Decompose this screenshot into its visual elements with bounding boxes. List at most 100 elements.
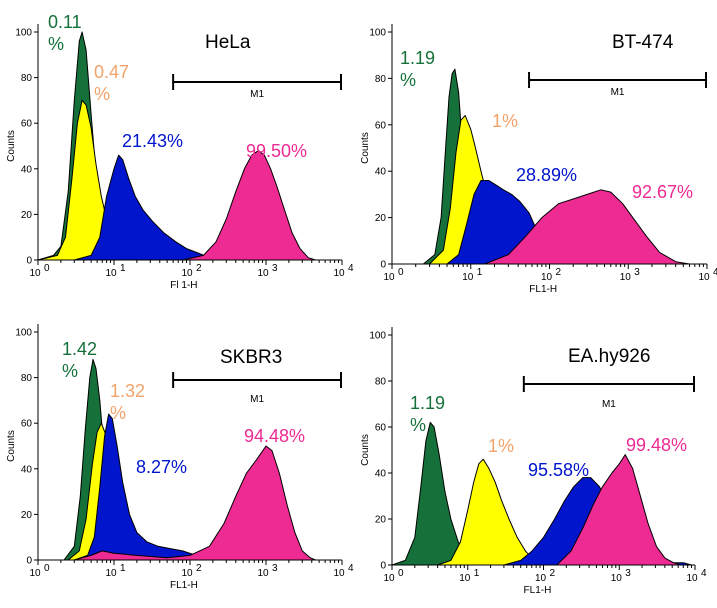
cell-line-label: HeLa	[205, 32, 251, 53]
series-percent-value: 1.19	[410, 393, 445, 413]
histogram-series	[37, 445, 317, 561]
x-tick-label: 10	[29, 268, 41, 279]
series-percent-sign: %	[110, 403, 126, 423]
x-tick-label: 10	[181, 268, 193, 279]
y-tick-label: 100	[15, 328, 32, 339]
x-tick-exponent: 4	[348, 563, 354, 574]
x-tick-exponent: 2	[196, 263, 202, 274]
x-tick-exponent: 1	[477, 267, 483, 278]
series-percent-label: 1%	[492, 111, 518, 131]
series-percent-label: 8.27%	[136, 457, 187, 477]
series-percent-label: 21.43%	[122, 131, 183, 151]
x-tick-label: 10	[383, 272, 395, 283]
histogram-series	[37, 413, 220, 561]
series-percent-label: 95.58%	[528, 460, 589, 480]
histogram-series	[37, 150, 317, 261]
x-tick-label: 10	[257, 568, 269, 579]
x-axis-label: FL1-H	[529, 284, 557, 295]
x-tick-exponent: 0	[44, 563, 50, 574]
marker-label: M1	[611, 87, 625, 98]
y-tick-label: 40	[21, 464, 33, 475]
x-tick-label: 10	[333, 568, 345, 579]
series-percent-label: 1.19%	[400, 48, 435, 90]
series-percent-value: 1.19	[400, 48, 435, 68]
x-tick-exponent: 3	[634, 267, 640, 278]
x-tick-exponent: 2	[556, 267, 562, 278]
x-tick-exponent: 0	[44, 263, 50, 274]
x-tick-label: 10	[257, 268, 269, 279]
series-percent-sign: %	[62, 361, 78, 381]
y-tick-label: 100	[369, 331, 386, 342]
x-tick-label: 10	[611, 573, 623, 584]
series-percent-label: 1.32%	[110, 381, 145, 423]
y-axis-label: Counts	[6, 130, 17, 162]
y-tick-label: 60	[375, 423, 387, 434]
series-percent-label: 0.47%	[94, 62, 129, 104]
marker-label: M1	[602, 399, 616, 410]
y-tick-label: 60	[21, 119, 33, 130]
x-tick-exponent: 0	[398, 267, 404, 278]
x-tick-label: 10	[462, 272, 474, 283]
y-tick-label: 0	[26, 556, 32, 567]
histogram-series	[391, 189, 690, 265]
y-tick-label: 80	[375, 74, 387, 85]
cell-line-label: BT-474	[612, 32, 674, 53]
y-tick-label: 100	[15, 28, 32, 39]
y-tick-label: 40	[375, 469, 387, 480]
x-tick-exponent: 2	[196, 563, 202, 574]
x-tick-label: 10	[333, 268, 345, 279]
x-tick-label: 10	[541, 272, 553, 283]
marker-label: M1	[250, 394, 264, 405]
x-tick-exponent: 3	[272, 263, 278, 274]
cell-line-label: SKBR3	[220, 347, 282, 368]
y-tick-label: 20	[375, 213, 387, 224]
series-percent-label: 1.42%	[62, 339, 97, 381]
x-tick-label: 10	[105, 268, 117, 279]
y-tick-label: 0	[380, 561, 386, 572]
series-percent-value: 1.42	[62, 339, 97, 359]
series-percent-value: 0.11	[48, 12, 82, 32]
series-percent-sign: %	[400, 70, 416, 90]
y-tick-label: 80	[21, 373, 33, 384]
x-tick-label: 10	[105, 568, 117, 579]
y-tick-label: 100	[369, 28, 386, 39]
x-tick-label: 10	[459, 573, 471, 584]
series-percent-label: 1.19%	[410, 393, 445, 435]
x-tick-label: 10	[620, 272, 632, 283]
y-tick-label: 60	[21, 419, 33, 430]
y-tick-label: 80	[21, 73, 33, 84]
marker-label: M1	[250, 89, 264, 100]
series-percent-value: 0.47	[94, 62, 129, 82]
series-percent-label: 92.67%	[632, 182, 693, 202]
x-tick-label: 10	[383, 573, 395, 584]
series-percent-sign: %	[48, 34, 64, 54]
series-percent-label: 99.50%	[246, 141, 307, 161]
series-percent-label: 94.48%	[244, 426, 305, 446]
x-tick-exponent: 3	[625, 568, 631, 579]
x-tick-label: 10	[686, 573, 698, 584]
x-tick-label: 10	[29, 568, 41, 579]
y-axis-label: Counts	[6, 430, 17, 462]
x-tick-label: 10	[698, 272, 710, 283]
x-tick-exponent: 0	[398, 568, 404, 579]
x-tick-exponent: 1	[120, 263, 126, 274]
x-tick-label: 10	[181, 568, 193, 579]
x-tick-label: 10	[535, 573, 547, 584]
x-axis-label: FL1-H	[524, 585, 552, 596]
y-tick-label: 20	[21, 210, 33, 221]
y-axis-label: Counts	[360, 132, 371, 164]
x-tick-exponent: 1	[120, 563, 126, 574]
x-tick-exponent: 4	[713, 267, 717, 278]
series-percent-label: 28.89%	[516, 165, 577, 185]
y-tick-label: 0	[26, 256, 32, 267]
y-tick-label: 40	[21, 164, 33, 175]
y-tick-label: 20	[375, 515, 387, 526]
series-percent-sign: %	[94, 84, 110, 104]
x-tick-exponent: 4	[348, 263, 354, 274]
series-percent-sign: %	[410, 415, 426, 435]
